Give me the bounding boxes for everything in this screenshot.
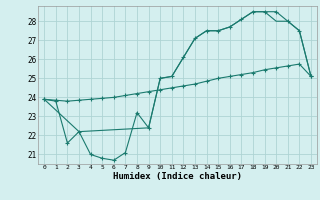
X-axis label: Humidex (Indice chaleur): Humidex (Indice chaleur)	[113, 172, 242, 181]
